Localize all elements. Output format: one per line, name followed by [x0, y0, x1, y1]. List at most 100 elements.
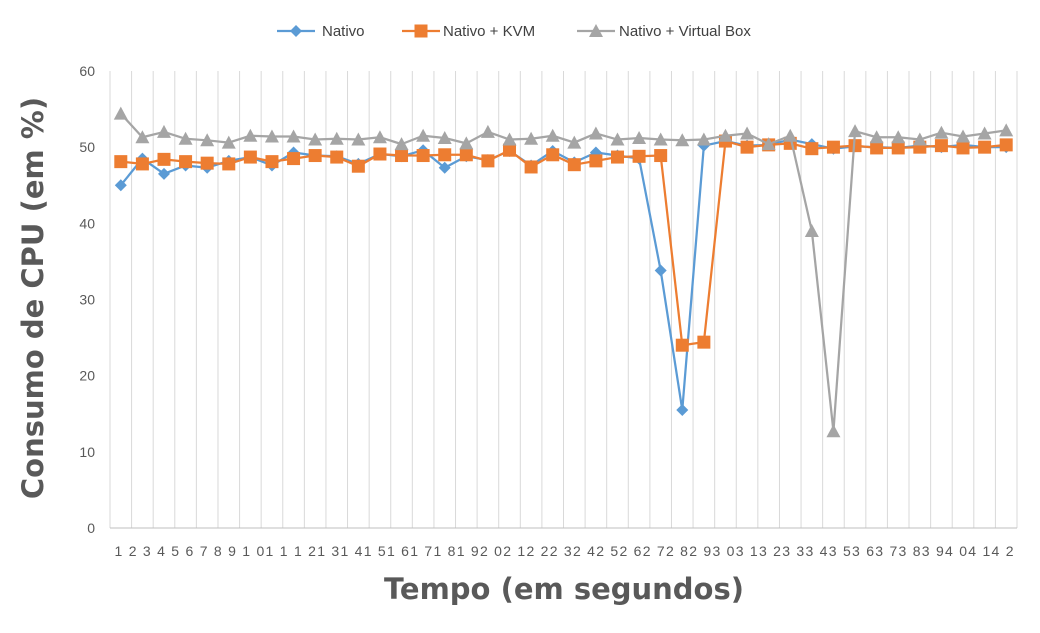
series-3 [113, 106, 1014, 438]
data-point [135, 130, 150, 144]
legend-marker [290, 25, 302, 37]
data-point [632, 149, 646, 163]
data-point [783, 128, 798, 142]
data-point [545, 128, 560, 142]
data-point [718, 128, 733, 142]
data-point [632, 131, 647, 145]
legend-label: Nativo + KVM [443, 23, 535, 40]
legend-label: Nativo + Virtual Box [619, 23, 751, 40]
data-point [438, 148, 452, 162]
series-layer [113, 106, 1014, 438]
data-point [395, 149, 409, 163]
data-point [222, 157, 236, 171]
data-point [956, 141, 970, 155]
data-point [502, 132, 517, 146]
legend-label: Nativo [322, 23, 365, 40]
data-point [264, 129, 279, 143]
legend-marker [414, 24, 428, 38]
data-point [373, 147, 387, 161]
data-point [157, 167, 170, 180]
data-point [351, 159, 365, 173]
data-point [934, 125, 949, 139]
data-point [243, 150, 257, 164]
data-point [265, 155, 279, 169]
data-point [114, 155, 128, 169]
data-point [804, 223, 819, 237]
data-point [826, 140, 840, 154]
data-point [114, 179, 127, 192]
data-point [934, 139, 948, 153]
legend-item: Nativo [277, 23, 365, 40]
data-point [394, 137, 409, 151]
series-2 [114, 134, 1013, 352]
data-point [676, 403, 689, 416]
data-point [999, 138, 1013, 152]
y-tick-label: 20 [79, 368, 95, 384]
data-point [308, 132, 323, 146]
data-point [243, 128, 258, 142]
data-point [135, 157, 149, 171]
data-point [372, 130, 387, 144]
data-point [567, 158, 581, 172]
data-point [653, 132, 668, 146]
legend-item: Nativo + Virtual Box [577, 23, 751, 40]
data-point [675, 338, 689, 352]
data-point [329, 131, 344, 145]
data-point [503, 143, 517, 157]
data-point [869, 130, 884, 144]
data-point [524, 160, 538, 174]
data-point [221, 135, 236, 149]
data-point [200, 156, 214, 170]
data-point [891, 141, 905, 155]
data-point [999, 123, 1014, 137]
data-point [978, 140, 992, 154]
data-point [977, 126, 992, 140]
data-point [156, 124, 171, 138]
data-point [546, 148, 560, 162]
data-point [740, 140, 754, 154]
legend-item: Nativo + KVM [402, 23, 535, 40]
data-point [912, 132, 927, 146]
data-point [740, 126, 755, 140]
data-point [848, 124, 863, 138]
data-point [459, 136, 474, 150]
data-point [157, 152, 171, 166]
data-point [870, 141, 884, 155]
x-axis-ticks: 1 2 3 4 5 6 7 8 9 1 01 1 1 21 31 41 51 6… [115, 543, 1014, 559]
data-point [416, 128, 431, 142]
grid-layer [109, 71, 1018, 529]
data-point [113, 106, 128, 120]
data-point [697, 335, 711, 349]
data-point [178, 131, 193, 145]
data-point [480, 124, 495, 138]
y-axis-title: Consumo de CPU (em %) [16, 97, 50, 499]
y-tick-label: 60 [79, 63, 95, 79]
y-tick-label: 50 [79, 139, 95, 155]
data-point [826, 424, 841, 438]
data-point [286, 129, 301, 143]
data-point [524, 131, 539, 145]
data-point [481, 154, 495, 168]
data-point [416, 149, 430, 163]
y-tick-label: 0 [87, 520, 95, 536]
data-point [179, 155, 193, 169]
data-point [610, 132, 625, 146]
legend: Nativo Nativo + KVM Nativo + Virtual Box [277, 23, 751, 40]
y-tick-label: 10 [79, 444, 95, 460]
data-point [351, 132, 366, 146]
data-point [654, 264, 667, 277]
data-point [610, 150, 624, 164]
y-tick-label: 40 [79, 215, 95, 231]
data-point [589, 154, 603, 168]
y-axis-ticks: 0 10 20 30 40 50 60 [79, 63, 95, 536]
data-point [675, 133, 690, 147]
data-point [287, 152, 301, 166]
data-point [459, 148, 473, 162]
data-point [588, 126, 603, 140]
data-point [654, 149, 668, 163]
data-point [761, 137, 776, 151]
x-tick-labels: 1 2 3 4 5 6 7 8 9 1 01 1 1 21 31 41 51 6… [115, 543, 1014, 559]
data-point [330, 150, 344, 164]
